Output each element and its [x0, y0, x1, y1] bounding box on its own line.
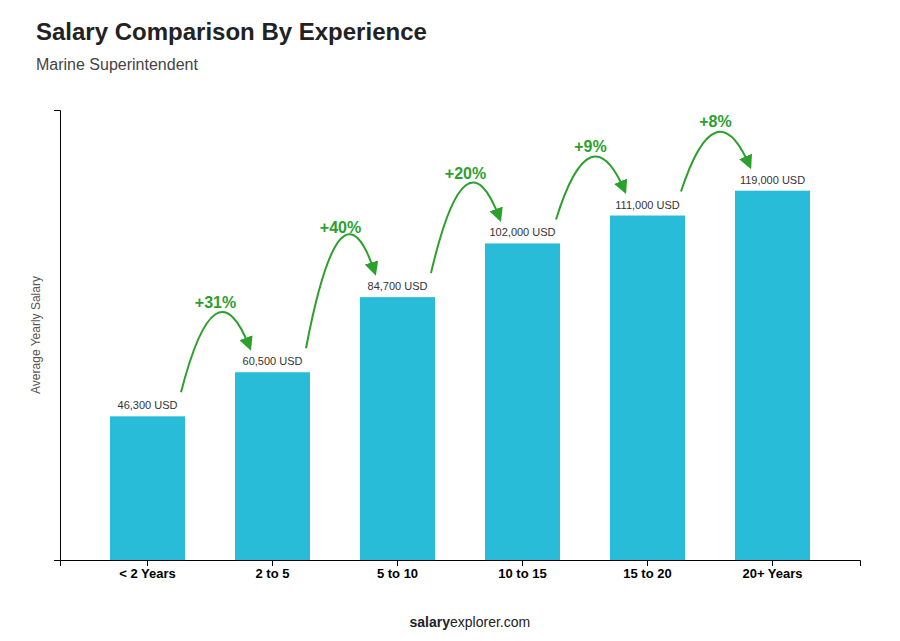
x-tick-label: < 2 Years	[119, 566, 176, 581]
bar	[110, 416, 185, 560]
data-label: 84,700 USD	[368, 280, 428, 292]
subtitle: Marine Superintendent	[36, 56, 198, 73]
data-label: 119,000 USD	[740, 174, 805, 186]
x-tick: 15 to 20	[623, 560, 671, 581]
growth-arrow	[181, 312, 250, 392]
growth-label: +8%	[699, 113, 731, 130]
data-label: 102,000 USD	[489, 226, 555, 238]
footer-normal: explorer.com	[450, 614, 530, 630]
x-tick-mark	[147, 560, 148, 566]
chart: Salary Comparison By Experience Marine Su…	[0, 0, 900, 641]
bar	[735, 191, 810, 560]
x-tick: < 2 Years	[119, 560, 176, 581]
x-tick: 20+ Years	[742, 560, 802, 581]
y-axis-line	[54, 111, 61, 561]
bar	[235, 372, 310, 560]
growth-label: +40%	[320, 219, 361, 236]
plot-area: < 2 Years 2 to 5 5 to 10 10 to 15 15 to 20 20…	[54, 111, 861, 582]
x-axis-line	[61, 561, 861, 567]
growth-arrows	[181, 132, 750, 392]
x-tick-label: 10 to 15	[498, 566, 546, 581]
data-label: 46,300 USD	[118, 399, 178, 411]
growth-label: +31%	[195, 294, 236, 311]
labels: 46,300 USD 60,500 USD 84,700 USD 102,000 US…	[118, 113, 806, 412]
x-tick: 10 to 15	[498, 560, 546, 581]
bar	[610, 216, 685, 560]
x-axis: < 2 Years 2 to 5 5 to 10 10 to 15 15 to 20 20…	[61, 560, 861, 581]
bar	[360, 297, 435, 560]
data-label: 60,500 USD	[243, 355, 303, 367]
bar	[485, 243, 560, 560]
x-tick-label: 2 to 5	[256, 566, 290, 581]
x-tick: 2 to 5	[256, 560, 290, 581]
x-tick-label: 20+ Years	[742, 566, 802, 581]
footer-bold: salary	[410, 614, 451, 630]
x-tick-mark	[397, 560, 398, 566]
growth-label: +20%	[445, 165, 486, 182]
x-tick-mark	[647, 560, 648, 566]
title: Salary Comparison By Experience	[36, 18, 427, 45]
x-tick: 5 to 10	[377, 560, 418, 581]
x-tick-mark	[772, 560, 773, 566]
y-axis-label: Average Yearly Salary	[29, 276, 43, 394]
x-tick-mark	[272, 560, 273, 566]
x-tick-label: 15 to 20	[623, 566, 671, 581]
growth-arrow	[306, 234, 375, 348]
x-tick-mark	[522, 560, 523, 566]
y-axis	[54, 111, 61, 561]
x-tick-label: 5 to 10	[377, 566, 418, 581]
bars	[110, 191, 810, 560]
growth-label: +9%	[574, 138, 606, 155]
data-label: 111,000 USD	[615, 199, 679, 211]
